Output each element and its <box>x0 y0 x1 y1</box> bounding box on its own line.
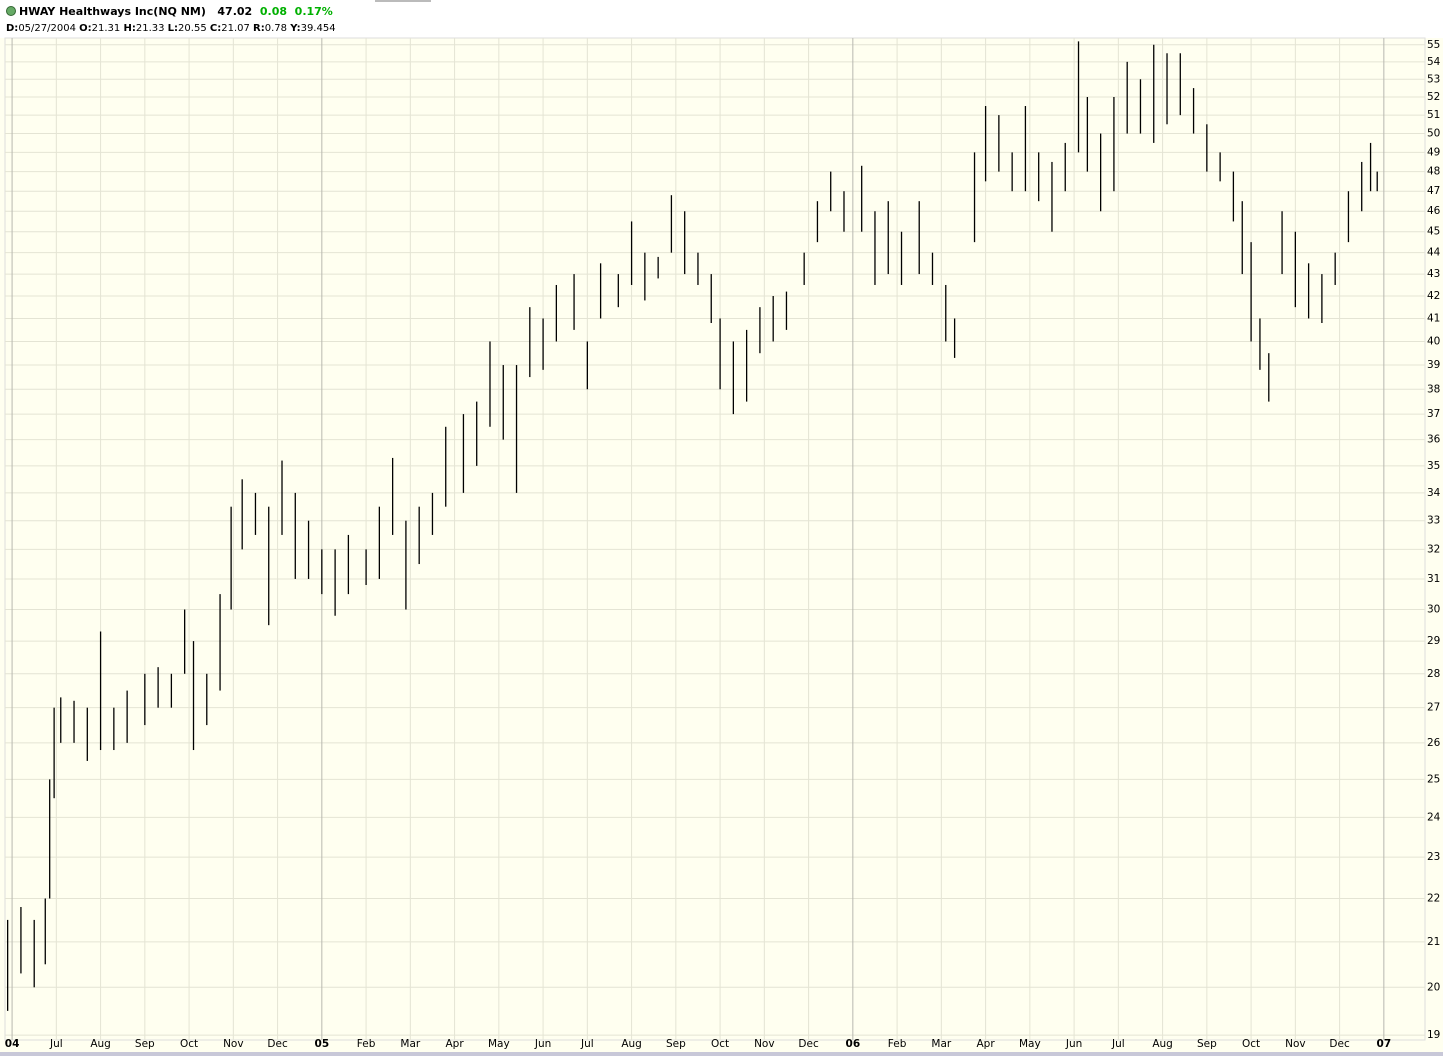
y-tick-label: 25 <box>1427 773 1440 785</box>
y-tick-label: 35 <box>1427 460 1440 472</box>
x-tick-label: Mar <box>400 1038 420 1050</box>
y-tick-label: 41 <box>1427 312 1440 324</box>
change-pct: 0.17% <box>294 5 333 18</box>
x-tick-label: Sep <box>1197 1038 1217 1050</box>
field-label: D: <box>6 23 19 34</box>
symbol: HWAY Healthways Inc(NQ NM) <box>19 5 206 18</box>
y-tick-label: 30 <box>1427 604 1440 616</box>
x-tick-label: Dec <box>1329 1038 1350 1050</box>
x-tick-label: May <box>1019 1038 1041 1050</box>
y-tick-label: 44 <box>1427 247 1441 259</box>
y-tick-label: 26 <box>1427 737 1441 749</box>
y-tick-label: 48 <box>1427 166 1440 178</box>
x-tick-label: Feb <box>888 1038 907 1050</box>
tab <box>375 0 431 2</box>
y-tick-label: 20 <box>1427 981 1440 993</box>
x-tick-label: Aug <box>1152 1038 1173 1050</box>
x-tick-label: Apr <box>977 1038 996 1050</box>
x-tick-label: Oct <box>180 1038 198 1050</box>
y-tick-label: 31 <box>1427 573 1440 585</box>
y-tick-label: 55 <box>1427 39 1440 51</box>
field-value: 05/27/2004 <box>18 23 76 34</box>
x-tick-label: Sep <box>135 1038 155 1050</box>
field-value: 0.78 <box>264 23 288 34</box>
field-label: H: <box>123 23 136 34</box>
scrollbar <box>0 1052 1443 1056</box>
x-tick-label: Jul <box>580 1038 594 1050</box>
x-tick-label: 04 <box>5 1038 20 1050</box>
x-tick-label: 07 <box>1377 1038 1392 1050</box>
x-tick-label: Jul <box>49 1038 63 1050</box>
field-label: C: <box>209 23 222 34</box>
y-tick-label: 51 <box>1427 109 1440 121</box>
x-tick-label: Jun <box>534 1038 551 1050</box>
y-tick-label: 32 <box>1427 543 1440 555</box>
y-tick-label: 43 <box>1427 268 1440 280</box>
last: 47.02 <box>217 5 253 18</box>
x-tick-label: Aug <box>621 1038 642 1050</box>
x-tick-label: Nov <box>223 1038 244 1050</box>
y-tick-label: 33 <box>1427 515 1440 527</box>
x-tick-label: Jun <box>1065 1038 1082 1050</box>
y-tick-label: 45 <box>1427 226 1440 238</box>
x-tick-label: Oct <box>1242 1038 1260 1050</box>
y-tick-label: 40 <box>1427 335 1440 347</box>
x-tick-label: Mar <box>931 1038 951 1050</box>
field-value: 20.55 <box>178 23 207 34</box>
x-tick-label: 06 <box>846 1038 861 1050</box>
x-tick-label: Nov <box>754 1038 775 1050</box>
field-label: L: <box>167 23 179 34</box>
x-tick-label: Aug <box>90 1038 111 1050</box>
y-tick-label: 36 <box>1427 434 1441 446</box>
y-tick-label: 52 <box>1427 91 1440 103</box>
y-tick-label: 24 <box>1427 811 1441 823</box>
y-tick-label: 19 <box>1427 1029 1440 1041</box>
x-tick-label: Nov <box>1285 1038 1306 1050</box>
y-tick-label: 37 <box>1427 408 1440 420</box>
y-tick-label: 50 <box>1427 128 1440 140</box>
y-tick-label: 38 <box>1427 383 1440 395</box>
y-tick-label: 53 <box>1427 73 1440 85</box>
y-tick-label: 21 <box>1427 936 1440 948</box>
y-tick-label: 54 <box>1427 56 1441 68</box>
x-tick-label: Feb <box>357 1038 376 1050</box>
x-tick-label: Dec <box>798 1038 819 1050</box>
y-tick-label: 47 <box>1427 185 1440 197</box>
y-tick-label: 27 <box>1427 702 1440 714</box>
field-value: 39.454 <box>300 23 336 34</box>
x-tick-label: Sep <box>666 1038 686 1050</box>
x-tick-label: Apr <box>445 1038 464 1050</box>
quote-line: HWAY Healthways Inc(NQ NM) 47.02 0.08 0.… <box>6 5 333 18</box>
header: HWAY Healthways Inc(NQ NM) 47.02 0.08 0.… <box>0 0 1443 38</box>
x-tick-label: May <box>488 1038 510 1050</box>
field-label: R: <box>253 23 265 34</box>
y-tick-label: 46 <box>1427 205 1441 217</box>
bar-info: D:05/27/2004 O:21.31 H:21.33 L:20.55 C:2… <box>6 23 339 34</box>
x-tick-label: 05 <box>315 1038 330 1050</box>
plot-area <box>4 37 1426 1041</box>
field-value: 21.31 <box>91 23 121 34</box>
y-tick-label: 42 <box>1427 290 1440 302</box>
y-tick-label: 22 <box>1427 892 1440 904</box>
x-tick-label: Dec <box>267 1038 288 1050</box>
y-tick-label: 49 <box>1427 146 1440 158</box>
x-tick-label: Jul <box>1111 1038 1125 1050</box>
field-value: 21.07 <box>221 23 250 34</box>
change: 0.08 <box>259 5 287 18</box>
y-tick-label: 39 <box>1427 359 1440 371</box>
x-tick-label: Oct <box>711 1038 729 1050</box>
status-icon <box>6 6 16 16</box>
y-tick-label: 23 <box>1427 851 1440 863</box>
field-value: 21.33 <box>135 23 165 34</box>
field-label: Y: <box>290 23 301 34</box>
y-tick-label: 34 <box>1427 487 1441 499</box>
y-tick-label: 28 <box>1427 668 1440 680</box>
field-label: O: <box>79 23 92 34</box>
y-tick-label: 29 <box>1427 635 1440 647</box>
